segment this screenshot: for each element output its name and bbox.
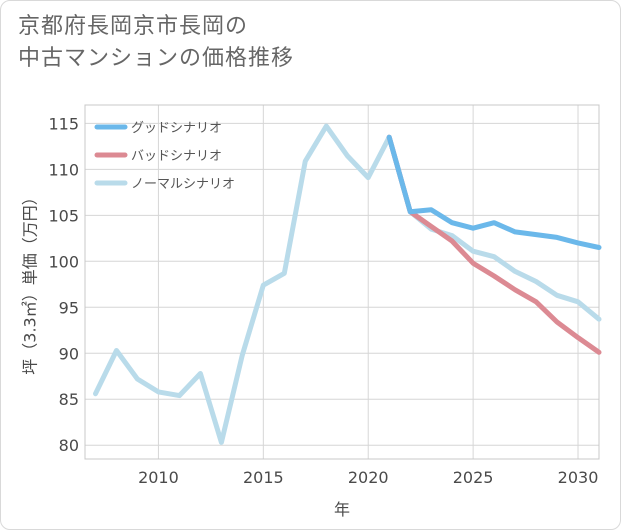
y-tick-label: 95	[59, 298, 79, 317]
grid	[85, 105, 599, 459]
legend-label: バッドシナリオ	[131, 149, 222, 164]
y-tick-label: 80	[59, 436, 79, 455]
plot-border	[84, 104, 600, 460]
y-tick-label: 100	[48, 252, 79, 271]
series-line-0	[386, 134, 602, 250]
chart-title-line-1: 京都府長岡京市長岡の	[18, 14, 249, 39]
legend-label: グッドシナリオ	[131, 121, 222, 136]
y-tick-label: 115	[48, 114, 79, 133]
x-tick-label: 2030	[558, 468, 599, 487]
x-tick-label: 2010	[138, 468, 179, 487]
y-tick-label: 110	[48, 160, 79, 179]
x-axis-title: 年	[334, 500, 350, 519]
series-line-1	[386, 134, 602, 355]
x-tick-label: 2015	[243, 468, 284, 487]
x-tick-label: 2020	[348, 468, 389, 487]
series-line-2	[93, 123, 602, 445]
series-lines	[93, 123, 602, 445]
y-tick-label: 90	[59, 344, 79, 363]
y-tick-label: 105	[48, 206, 79, 225]
axes: 80 85 90 95 100 105 110 115 2010 2015 2020 2025 2030	[48, 104, 600, 487]
chart-title: 京都府長岡京市長岡の 中古マンションの価格推移	[18, 11, 294, 75]
x-tick-label: 2025	[453, 468, 494, 487]
y-tick-label: 85	[59, 390, 79, 409]
chart-title-line-2: 中古マンションの価格推移	[18, 46, 295, 71]
y-axis-title: 坪（3.3㎡）単価（万円）	[21, 189, 40, 374]
legend-label: ノーマルシナリオ	[131, 177, 235, 192]
